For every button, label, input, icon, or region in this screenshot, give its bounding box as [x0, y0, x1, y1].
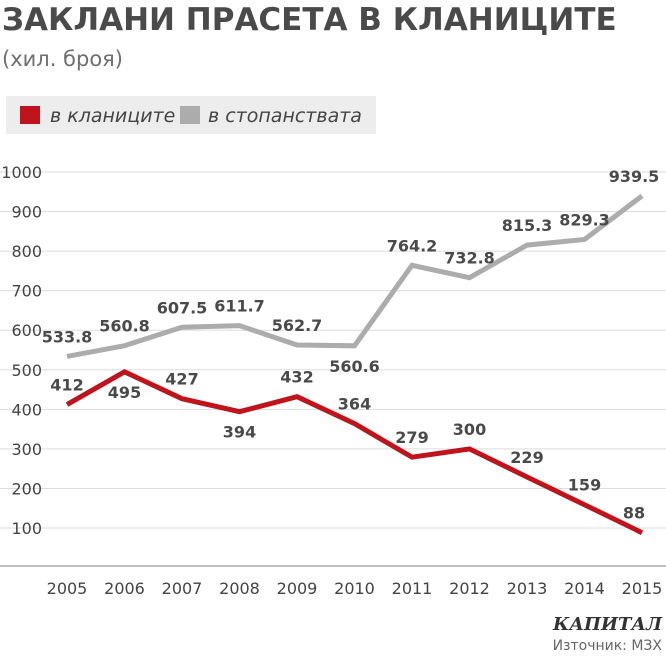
- y-tick-label: 300: [11, 440, 42, 459]
- x-tick-label: 2015: [622, 579, 663, 598]
- data-label-farms: 611.7: [214, 297, 265, 316]
- data-label-slaughterhouses: 394: [223, 423, 256, 442]
- data-label-farms: 562.7: [272, 316, 323, 335]
- data-labels: 412 495 427 394 432 364 279 300 229 159 88 533.8 560…: [42, 167, 660, 523]
- series-line-slaughterhouses: [65, 368, 644, 535]
- x-tick-label: 2014: [564, 579, 605, 598]
- y-tick-label: 1000: [1, 163, 42, 182]
- legend-swatch-farms: [180, 106, 200, 124]
- x-tick-label: 2006: [104, 579, 145, 598]
- y-tick-label: 700: [11, 282, 42, 301]
- x-tick-label: 2007: [162, 579, 203, 598]
- data-label-slaughterhouses: 427: [165, 370, 198, 389]
- data-label-slaughterhouses: 364: [338, 395, 371, 414]
- y-tick-label: 800: [11, 242, 42, 261]
- y-tick-label: 900: [11, 203, 42, 222]
- x-tick-label: 2011: [392, 579, 433, 598]
- data-label-farms: 829.3: [559, 211, 610, 230]
- data-label-slaughterhouses: 88: [623, 504, 645, 523]
- y-tick-label: 500: [11, 361, 42, 380]
- data-label-farms: 815.3: [502, 216, 553, 235]
- y-tick-label: 200: [11, 479, 42, 498]
- legend: в кланиците в стопанствата: [6, 96, 376, 134]
- data-label-farms: 607.5: [157, 298, 208, 317]
- data-label-farms: 732.8: [444, 249, 495, 268]
- series-line-farms: [66, 193, 644, 359]
- gridlines: [0, 171, 666, 529]
- data-label-slaughterhouses: 432: [280, 368, 313, 387]
- x-tick-label: 2005: [47, 579, 88, 598]
- data-label-farms: 533.8: [42, 327, 93, 346]
- y-tick-label: 100: [11, 519, 42, 538]
- x-tick-label: 2013: [507, 579, 548, 598]
- data-label-slaughterhouses: 495: [108, 383, 141, 402]
- data-label-farms: 939.5: [609, 167, 660, 186]
- chart-title: ЗАКЛАНИ ПРАСЕТА В КЛАНИЦИТЕ: [2, 2, 617, 38]
- plot-area: [65, 193, 644, 535]
- data-label-farms: 764.2: [387, 236, 438, 255]
- x-axis: 2005 2006 2007 2008 2009 2010 2011 2012 2013 2014…: [47, 579, 663, 598]
- x-tick-label: 2010: [334, 579, 375, 598]
- x-tick-label: 2009: [277, 579, 318, 598]
- legend-swatch-slaughterhouses: [20, 106, 40, 124]
- x-tick-label: 2012: [449, 579, 490, 598]
- legend-label-slaughterhouses: в кланиците: [50, 105, 175, 127]
- data-label-slaughterhouses: 412: [50, 376, 83, 395]
- data-label-slaughterhouses: 229: [510, 448, 543, 467]
- source-note: Източник: МЗХ: [553, 638, 663, 654]
- data-label-slaughterhouses: 300: [453, 420, 486, 439]
- chart-subtitle: (хил. броя): [2, 47, 123, 71]
- data-label-farms: 560.6: [329, 357, 380, 376]
- x-tick-label: 2008: [219, 579, 260, 598]
- data-label-farms: 560.8: [99, 317, 150, 336]
- data-label-slaughterhouses: 279: [395, 428, 428, 447]
- data-label-slaughterhouses: 159: [568, 476, 601, 495]
- y-tick-label: 400: [11, 400, 42, 419]
- y-tick-label: 600: [11, 321, 42, 340]
- publisher-logo: КАПИТАЛ: [552, 614, 663, 635]
- legend-label-farms: в стопанствата: [208, 105, 362, 127]
- y-axis: 100 200 300 400 500 600 700 800 900 1000: [1, 163, 42, 538]
